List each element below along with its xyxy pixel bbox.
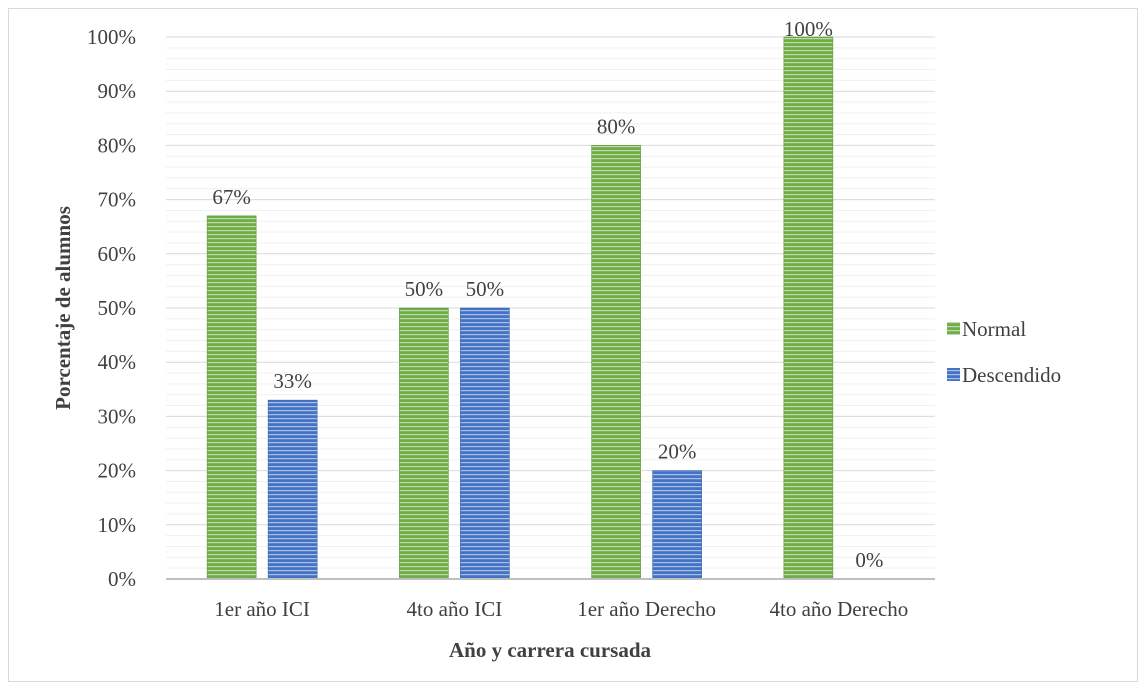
bars [206,36,834,580]
data-label: 50% [466,277,505,301]
data-label: 0% [855,548,883,572]
data-labels: 67% 33% 50% 50% 80% 20% 100% 0% [212,17,883,572]
x-axis-title: Año y carrera cursada [449,638,651,662]
y-tick-label: 80% [98,133,137,157]
y-axis-ticks: 0% 10% 20% 30% 40% 50% 60% 70% 80% 90% 100% [87,25,136,591]
x-tick-label: 4to año ICI [407,597,503,621]
bar-normal-2[interactable] [399,307,449,580]
x-axis-ticks: 1er año ICI 4to año ICI 1er año Derecho 4to… [214,597,908,621]
data-label: 100% [784,17,833,41]
legend-label-normal: Normal [962,317,1026,341]
bar-descendido-1[interactable] [267,399,318,580]
chart-frame [8,8,1138,682]
y-tick-label: 10% [98,513,137,537]
legend: Normal Descendido [947,317,1061,387]
data-label: 67% [212,185,251,209]
x-tick-label: 1er año Derecho [577,597,716,621]
y-axis-title: Porcentaje de alumnos [51,206,75,410]
y-tick-label: 20% [98,459,137,483]
legend-item-descendido[interactable]: Descendido [947,363,1061,387]
legend-label-descendido: Descendido [962,363,1061,387]
y-tick-label: 90% [98,79,137,103]
data-label: 33% [273,369,312,393]
data-label: 50% [405,277,444,301]
y-tick-label: 40% [98,350,137,374]
y-tick-label: 0% [108,567,136,591]
bar-normal-3[interactable] [591,145,641,580]
data-label: 80% [597,114,636,138]
bar-descendido-3[interactable] [652,470,702,580]
y-tick-label: 50% [98,296,137,320]
data-label: 20% [658,440,697,464]
legend-swatch-normal [947,322,960,335]
y-tick-label: 30% [98,404,137,428]
legend-swatch-descendido [947,368,960,381]
bar-normal-4[interactable] [783,36,834,580]
y-tick-label: 100% [87,25,136,49]
legend-item-normal[interactable]: Normal [947,317,1026,341]
bar-descendido-2[interactable] [460,307,510,580]
y-tick-label: 60% [98,242,137,266]
x-tick-label: 4to año Derecho [769,597,908,621]
bar-normal-1[interactable] [206,215,257,580]
x-tick-label: 1er año ICI [214,597,310,621]
y-tick-label: 70% [98,188,137,212]
